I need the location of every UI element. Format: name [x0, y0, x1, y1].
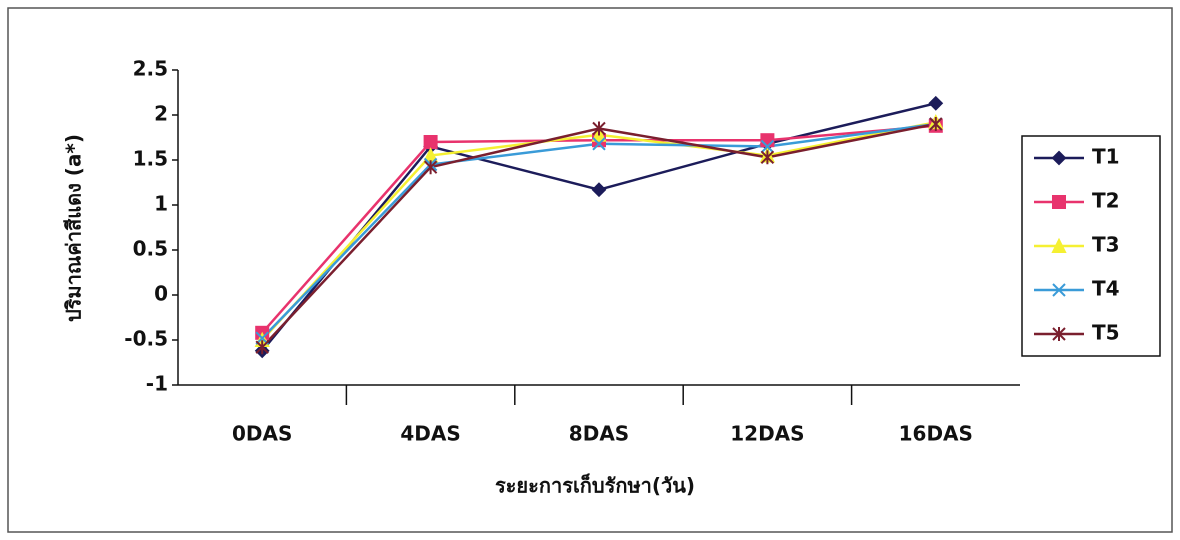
legend-label: T4 [1092, 277, 1120, 301]
y-tick-label: -1 [146, 372, 168, 396]
y-tick-label: 0 [154, 282, 168, 306]
y-tick-label: -0.5 [124, 327, 168, 351]
marker [928, 95, 944, 111]
frame [7, 7, 1173, 533]
marker [592, 137, 606, 151]
marker [591, 182, 607, 198]
x-tick-label: 4DAS [400, 422, 460, 446]
marker [1051, 150, 1067, 166]
marker [423, 135, 438, 149]
marker [1051, 237, 1067, 253]
x-tick-label: 0DAS [232, 422, 292, 446]
y-tick-label: 0.5 [133, 237, 168, 261]
marker [423, 160, 438, 175]
marker [255, 340, 269, 355]
y-tick-label: 1 [154, 192, 168, 216]
x-tick-label: 8DAS [569, 422, 629, 446]
marker [1052, 327, 1066, 341]
x-tick-label: 12DAS [730, 422, 804, 446]
marker [760, 150, 775, 165]
marker [760, 133, 775, 148]
legend-label: T1 [1092, 145, 1120, 169]
y-tick-label: 1.5 [133, 147, 168, 171]
y-tick-label: 2.5 [133, 57, 168, 81]
y-tick-label: 2 [154, 102, 168, 126]
legend-label: T3 [1092, 233, 1120, 257]
legend-label: T2 [1092, 189, 1120, 213]
marker [1052, 283, 1066, 297]
x-axis-label: ระยะการเก็บรักษา(วัน) [495, 473, 695, 498]
marker [760, 139, 775, 154]
marker [929, 117, 943, 131]
y-axis-label: ปริมาณค่าสีแดง (a*) [62, 134, 86, 322]
marker [592, 121, 606, 136]
marker [1052, 195, 1066, 209]
legend-label: T5 [1092, 321, 1120, 345]
series-line [261, 120, 937, 341]
x-tick-label: 16DAS [899, 422, 973, 446]
